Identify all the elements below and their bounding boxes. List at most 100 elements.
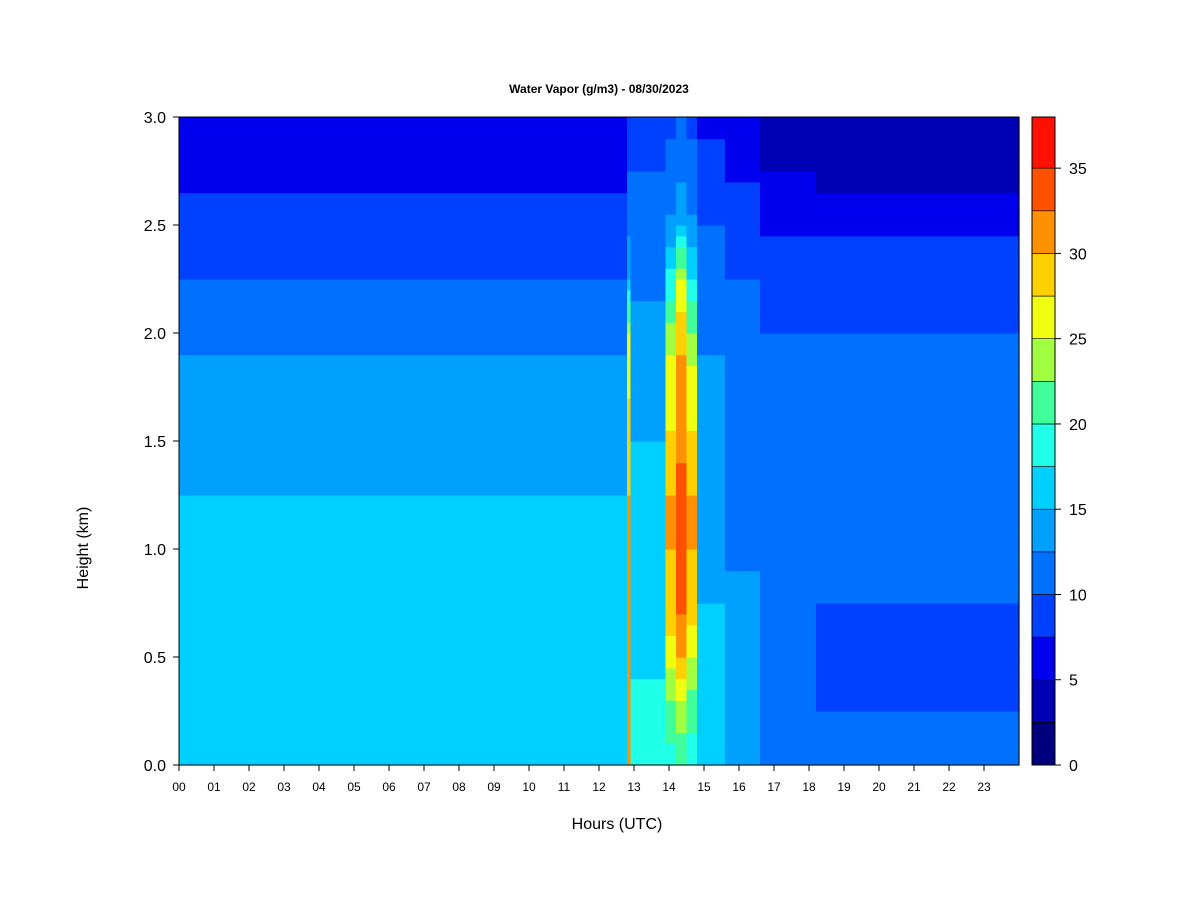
heatmap-cell bbox=[630, 203, 667, 215]
y-tick-label: 3.0 bbox=[144, 110, 166, 127]
heatmap-cell bbox=[179, 387, 628, 399]
heatmap-cell bbox=[676, 387, 688, 399]
heatmap-cell bbox=[725, 635, 761, 647]
heatmap-cell bbox=[816, 559, 1020, 572]
heatmap-cell bbox=[665, 181, 677, 194]
heatmap-cell bbox=[686, 365, 698, 377]
colorbar-tick-label: 15 bbox=[1069, 502, 1087, 519]
heatmap-cell bbox=[179, 743, 628, 755]
heatmap-cell bbox=[816, 516, 1020, 528]
colorbar-swatch bbox=[1031, 381, 1056, 425]
heatmap-cell bbox=[627, 754, 632, 766]
heatmap-cell bbox=[627, 257, 632, 269]
heatmap-cell bbox=[630, 300, 667, 312]
heatmap-cell bbox=[760, 408, 817, 420]
heatmap-cell bbox=[725, 732, 761, 744]
heatmap-cell bbox=[630, 570, 667, 582]
x-tick-label: 14 bbox=[662, 780, 676, 794]
x-tick-label: 20 bbox=[872, 780, 886, 794]
heatmap-cell bbox=[697, 732, 726, 744]
y-axis: 0.0 0.5 1.0 1.5 2.0 2.5 3.0 bbox=[144, 110, 180, 775]
heatmap-cell bbox=[630, 581, 667, 593]
heatmap-cell bbox=[627, 408, 632, 420]
heatmap-cell bbox=[630, 441, 667, 453]
heatmap-cell bbox=[686, 570, 698, 582]
heatmap-cell bbox=[725, 527, 761, 539]
heatmap-cell bbox=[627, 289, 632, 302]
heatmap-cell bbox=[816, 538, 1020, 550]
heatmap-cell bbox=[725, 613, 761, 626]
heatmap-cell bbox=[697, 484, 726, 496]
heatmap-cell bbox=[816, 117, 1020, 129]
heatmap-cell bbox=[760, 592, 817, 604]
heatmap-cell bbox=[627, 127, 632, 140]
heatmap-cell bbox=[665, 333, 677, 345]
heatmap-cell bbox=[665, 408, 677, 420]
heatmap-cell bbox=[686, 311, 698, 323]
heatmap-cell bbox=[725, 667, 761, 680]
heatmap-cell bbox=[665, 138, 677, 150]
heatmap-cell bbox=[686, 214, 698, 226]
heatmap-cell bbox=[179, 138, 628, 150]
heatmap-cell bbox=[179, 451, 628, 464]
heatmap-cell bbox=[179, 473, 628, 485]
heatmap-cell bbox=[179, 505, 628, 518]
heatmap-cell bbox=[627, 592, 632, 604]
heatmap-cell bbox=[627, 657, 632, 669]
heatmap-cell bbox=[665, 430, 677, 442]
x-tick-label: 08 bbox=[452, 780, 466, 794]
heatmap-cell bbox=[676, 214, 688, 226]
heatmap-cell bbox=[630, 473, 667, 485]
heatmap-cell bbox=[630, 549, 667, 561]
heatmap-cell bbox=[686, 376, 698, 388]
heatmap-cell bbox=[179, 181, 628, 194]
heatmap-cell bbox=[630, 333, 667, 345]
heatmap-cell bbox=[686, 700, 698, 712]
heatmap-cell bbox=[697, 192, 726, 204]
heatmap-cell bbox=[630, 149, 667, 161]
heatmap-cell bbox=[686, 235, 698, 248]
heatmap-cell bbox=[630, 160, 667, 172]
heatmap-cell bbox=[816, 354, 1020, 366]
heatmap-cell bbox=[686, 721, 698, 734]
heatmap-cell bbox=[760, 473, 817, 485]
heatmap-cell bbox=[665, 451, 677, 464]
heatmap-cell bbox=[665, 235, 677, 248]
heatmap-cell bbox=[686, 559, 698, 572]
heatmap-cell bbox=[725, 624, 761, 636]
heatmap-cell bbox=[697, 171, 726, 183]
heatmap-cell bbox=[179, 559, 628, 572]
heatmap-cell bbox=[627, 646, 632, 658]
heatmap-cell bbox=[179, 333, 628, 345]
heatmap-cell bbox=[725, 495, 761, 507]
heatmap-cell bbox=[725, 300, 761, 312]
heatmap-cell bbox=[816, 300, 1020, 312]
heatmap-cell bbox=[725, 257, 761, 269]
heatmap-cell bbox=[725, 646, 761, 658]
heatmap-cell bbox=[179, 235, 628, 248]
heatmap-cell bbox=[697, 441, 726, 453]
heatmap-cell bbox=[627, 203, 632, 215]
colorbar-swatch bbox=[1031, 253, 1056, 297]
colorbar-legend: 0 5 10 15 20 25 30 35 bbox=[1031, 116, 1087, 775]
heatmap-cell bbox=[816, 419, 1020, 431]
heatmap-cell bbox=[665, 711, 677, 723]
heatmap-cell bbox=[725, 592, 761, 604]
colorbar-tick-label: 10 bbox=[1069, 587, 1087, 604]
y-tick-label: 0.0 bbox=[144, 758, 166, 775]
heatmap-cell bbox=[725, 138, 761, 150]
heatmap-cell bbox=[676, 559, 688, 572]
heatmap-cell bbox=[697, 322, 726, 334]
heatmap-cell bbox=[630, 624, 667, 636]
heatmap-cell bbox=[686, 300, 698, 312]
heatmap-cell bbox=[627, 192, 632, 204]
x-tick-label: 01 bbox=[207, 780, 221, 794]
heatmap-cell bbox=[627, 322, 632, 334]
heatmap-cell bbox=[725, 181, 761, 194]
heatmap-cell bbox=[686, 549, 698, 561]
heatmap-cell bbox=[725, 354, 761, 366]
heatmap-cell bbox=[665, 397, 677, 410]
heatmap-cell bbox=[697, 430, 726, 442]
heatmap-cell bbox=[665, 473, 677, 485]
heatmap-cell bbox=[630, 754, 667, 766]
